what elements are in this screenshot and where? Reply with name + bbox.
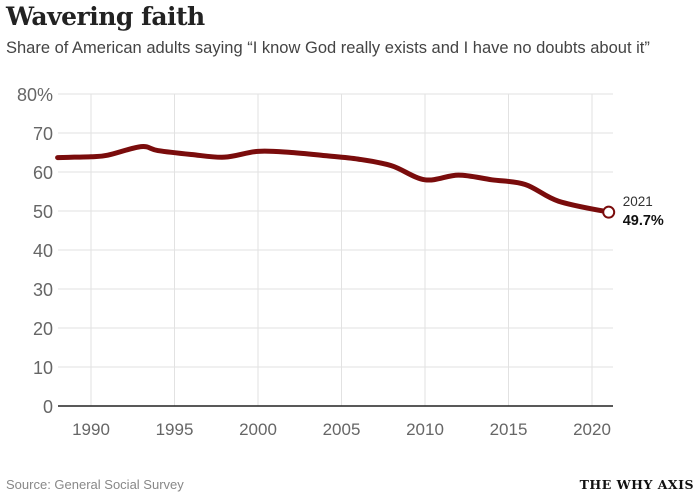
y-tick-label: 70 [33,124,53,144]
chart-title: Wavering faith [6,2,205,31]
y-tick-label: 50 [33,202,53,222]
x-tick-label: 1995 [156,420,194,439]
y-tick-label: 80% [17,85,53,105]
x-tick-label: 2005 [323,420,361,439]
y-tick-label: 0 [43,397,53,417]
source-note: Source: General Social Survey [6,477,184,492]
annotation-year: 2021 [623,194,653,209]
x-tick-label: 2010 [406,420,444,439]
x-tick-label: 2020 [573,420,611,439]
brand-logo: THE WHY AXIS [579,477,694,492]
y-tick-label: 40 [33,241,53,261]
x-tick-label: 2000 [239,420,277,439]
annotation-value: 49.7% [623,213,664,229]
chart-subtitle: Share of American adults saying “I know … [6,39,650,57]
end-point-marker [602,205,616,219]
series-line [55,144,612,215]
y-tick-label: 20 [33,319,53,339]
y-tick-label: 60 [33,163,53,183]
x-tick-label: 1990 [72,420,110,439]
y-tick-label: 30 [33,280,53,300]
x-tick-label: 2015 [490,420,528,439]
y-tick-label: 10 [33,358,53,378]
